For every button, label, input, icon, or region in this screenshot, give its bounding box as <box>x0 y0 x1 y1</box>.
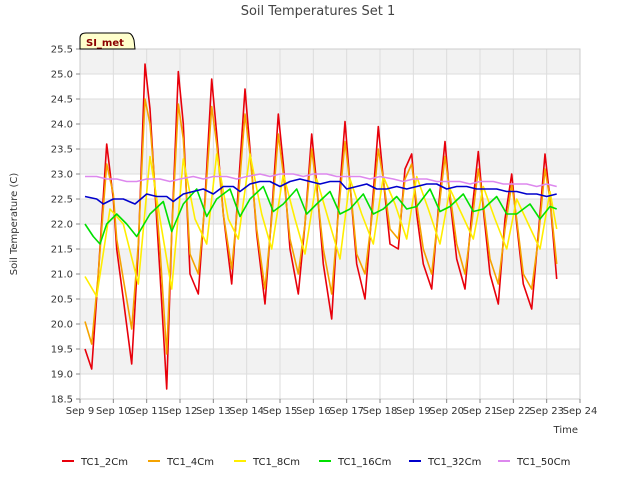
y-tick-label: 18.5 <box>51 395 73 406</box>
chart-title: Soil Temperatures Set 1 <box>241 4 396 19</box>
y-tick-label: 24.5 <box>51 95 73 106</box>
x-tick-label: Sep 10 <box>96 406 131 417</box>
legend-label: TC1_8Cm <box>252 457 300 468</box>
series-lines <box>84 63 558 390</box>
y-axis-ticks: 18.5 19.0 19.5 20.0 20.5 21.0 21.5 22.0 22.5 23.0… <box>51 45 80 406</box>
plot-band <box>80 124 580 149</box>
series-line-tc1-32cm <box>84 178 557 205</box>
y-tick-label: 24.0 <box>51 120 73 131</box>
series-line-tc1-8cm <box>84 153 558 298</box>
x-tick-label: Sep 13 <box>196 406 231 417</box>
y-tick-label: 21.5 <box>51 245 73 256</box>
y-axis-label: Soil Temperature (C) <box>9 173 20 276</box>
x-tick-label: Sep 18 <box>363 406 398 417</box>
x-tick-label: Sep 21 <box>463 406 498 417</box>
x-tick-label: Sep 17 <box>329 406 364 417</box>
x-tick-label: Sep 19 <box>396 406 431 417</box>
y-tick-label: 21.0 <box>51 270 73 281</box>
y-tick-label: 20.5 <box>51 295 73 306</box>
x-tick-label: Sep 12 <box>163 406 198 417</box>
plot-band <box>80 324 580 349</box>
plot-band <box>80 99 580 124</box>
x-tick-label: Sep 11 <box>129 406 164 417</box>
plot-band <box>80 74 580 99</box>
series-line-tc1-4cm <box>84 98 558 355</box>
y-tick-label: 22.5 <box>51 195 73 206</box>
legend-label: TC1_4Cm <box>166 457 214 468</box>
legend: TC1_2Cm TC1_4Cm TC1_8Cm TC1_16Cm TC1_32Cm TC1… <box>62 457 570 468</box>
series-line-tc1-16cm <box>84 185 557 245</box>
plot-band <box>80 374 580 399</box>
x-tick-label: Sep 23 <box>529 406 564 417</box>
x-tick-label: Sep 24 <box>563 406 598 417</box>
y-tick-label: 23.5 <box>51 145 73 156</box>
badge-shape <box>79 32 136 50</box>
x-tick-label: Sep 15 <box>263 406 298 417</box>
plot-band <box>80 174 580 199</box>
x-tick-label: Sep 20 <box>429 406 464 417</box>
y-tick-label: 25.0 <box>51 70 73 81</box>
y-tick-label: 19.5 <box>51 345 73 356</box>
x-axis-label: Time <box>553 425 578 436</box>
plot-band <box>80 349 580 374</box>
legend-label: TC1_2Cm <box>80 457 128 468</box>
station-badge: SI_met <box>79 32 136 50</box>
legend-label: TC1_16Cm <box>337 457 391 468</box>
plot-band <box>80 249 580 274</box>
y-tick-label: 19.0 <box>51 370 73 381</box>
legend-label: TC1_32Cm <box>427 457 481 468</box>
y-tick-label: 20.0 <box>51 320 73 331</box>
series-line-tc1-50cm <box>85 173 557 188</box>
legend-label: TC1_50Cm <box>516 457 570 468</box>
x-tick-label: Sep 16 <box>296 406 331 417</box>
y-tick-label: 22.0 <box>51 220 73 231</box>
y-tick-label: 23.0 <box>51 170 73 181</box>
x-tick-label: Sep 22 <box>496 406 531 417</box>
plot-band <box>80 149 580 174</box>
plot-band <box>80 49 580 74</box>
x-tick-label: Sep 14 <box>229 406 264 417</box>
y-tick-label: 25.5 <box>51 45 73 56</box>
badge-label: SI_met <box>86 38 124 49</box>
x-tick-label: Sep 9 <box>66 406 94 417</box>
